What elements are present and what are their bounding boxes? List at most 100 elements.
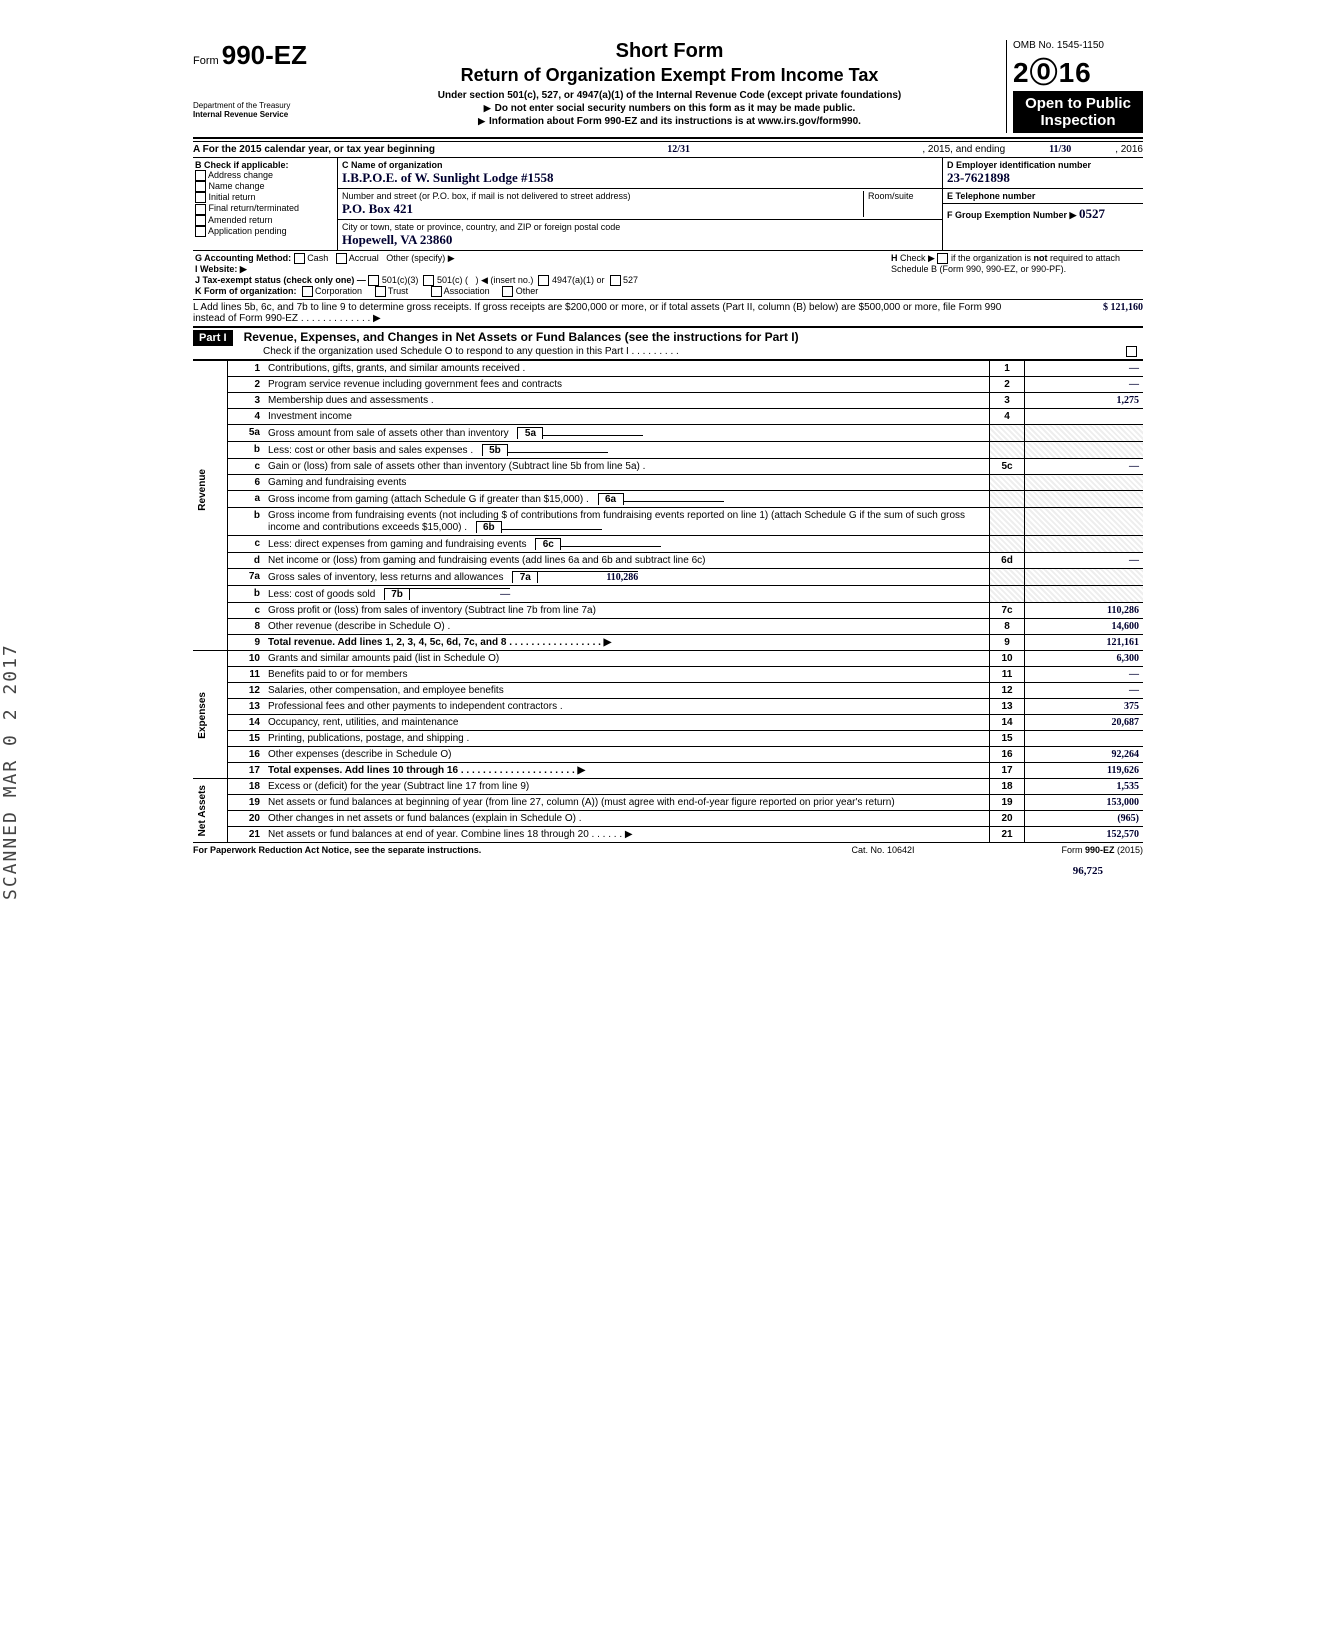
- addr-lbl: Number and street (or P.O. box, if mail …: [342, 191, 863, 201]
- a16[interactable]: 92,264: [1025, 747, 1144, 763]
- ein-val[interactable]: 23-7621898: [947, 170, 1139, 186]
- ib6b: 6b: [476, 521, 502, 533]
- n6b: b: [228, 508, 265, 536]
- signature-amount: 96,725: [193, 855, 1143, 877]
- line-l-amt[interactable]: $ 121,160: [1013, 302, 1143, 324]
- a12[interactable]: —: [1025, 683, 1144, 699]
- lbl-final: Final return/terminated: [209, 203, 300, 213]
- chk-schedB[interactable]: [937, 253, 948, 264]
- rs-lbl: Room/suite: [868, 191, 938, 201]
- chk-schedO[interactable]: [1126, 346, 1137, 357]
- t18: Excess or (deficit) for the year (Subtra…: [264, 779, 990, 795]
- t10: Grants and similar amounts paid (list in…: [264, 651, 990, 667]
- chk-501c[interactable]: [423, 275, 434, 286]
- iv6b[interactable]: [502, 529, 602, 530]
- chk-final[interactable]: [195, 204, 206, 215]
- org-name-val[interactable]: I.B.P.O.E. of W. Sunlight Lodge #1558: [342, 170, 938, 186]
- col-c: C Name of organization I.B.P.O.E. of W. …: [338, 158, 942, 250]
- t3: Membership dues and assessments .: [264, 393, 990, 409]
- chk-initial[interactable]: [195, 192, 206, 203]
- b17: 17: [990, 763, 1025, 779]
- chk-assoc[interactable]: [431, 286, 442, 297]
- note-ssn: Do not enter social security numbers on …: [333, 103, 1006, 114]
- a2[interactable]: —: [1025, 377, 1144, 393]
- iv7b[interactable]: —: [410, 588, 510, 600]
- a4[interactable]: [1025, 409, 1144, 425]
- footer-right: Form 990-EZ (2015): [983, 845, 1143, 855]
- n6c: c: [228, 536, 265, 553]
- a17[interactable]: 119,626: [1025, 763, 1144, 779]
- side-expenses: Expenses: [193, 651, 228, 779]
- a7c[interactable]: 110,286: [1025, 603, 1144, 619]
- ib6c: 6c: [535, 538, 561, 550]
- t16: Other expenses (describe in Schedule O): [264, 747, 990, 763]
- chk-4947[interactable]: [538, 275, 549, 286]
- n7c: c: [228, 603, 265, 619]
- group-exempt-val[interactable]: 0527: [1079, 206, 1105, 221]
- line-a-tail: , 2016: [1115, 144, 1143, 155]
- a21[interactable]: 152,570: [1025, 827, 1144, 843]
- a14[interactable]: 20,687: [1025, 715, 1144, 731]
- t19: Net assets or fund balances at beginning…: [264, 795, 990, 811]
- b5a-shade: [990, 425, 1025, 442]
- a6d[interactable]: —: [1025, 553, 1144, 569]
- a1[interactable]: —: [1025, 361, 1144, 377]
- t15: Printing, publications, postage, and shi…: [264, 731, 990, 747]
- chk-pending[interactable]: [195, 226, 206, 237]
- lbl-assoc: Association: [444, 286, 490, 296]
- financial-table: Revenue 1 Contributions, gifts, grants, …: [193, 360, 1143, 842]
- lbl-address: Address change: [208, 170, 273, 180]
- n12: 12: [228, 683, 265, 699]
- t6c: Less: direct expenses from gaming and fu…: [264, 536, 990, 553]
- a19[interactable]: 153,000: [1025, 795, 1144, 811]
- iv7a[interactable]: 110,286: [538, 571, 638, 583]
- a18[interactable]: 1,535: [1025, 779, 1144, 795]
- chk-trust[interactable]: [375, 286, 386, 297]
- a8[interactable]: 14,600: [1025, 619, 1144, 635]
- city-val[interactable]: Hopewell, VA 23860: [342, 232, 938, 248]
- iv5b[interactable]: [508, 452, 608, 453]
- n7b: b: [228, 586, 265, 603]
- n1: 1: [228, 361, 265, 377]
- chk-address[interactable]: [195, 170, 206, 181]
- block-bcdef: B Check if applicable: Address change Na…: [193, 158, 1143, 251]
- addr-val[interactable]: P.O. Box 421: [342, 201, 863, 217]
- a9[interactable]: 121,161: [1025, 635, 1144, 651]
- chk-name[interactable]: [195, 181, 206, 192]
- line-l: L Add lines 5b, 6c, and 7b to line 9 to …: [193, 300, 1143, 327]
- a6c-shade: [1025, 536, 1144, 553]
- n5c: c: [228, 459, 265, 475]
- a13[interactable]: 375: [1025, 699, 1144, 715]
- chk-corp[interactable]: [302, 286, 313, 297]
- t5b: Less: cost or other basis and sales expe…: [264, 442, 990, 459]
- a20[interactable]: (965): [1025, 811, 1144, 827]
- chk-cash[interactable]: [294, 253, 305, 264]
- a10[interactable]: 6,300: [1025, 651, 1144, 667]
- iv6c[interactable]: [561, 546, 661, 547]
- iv6a[interactable]: [624, 501, 724, 502]
- end-date[interactable]: 11/30: [1005, 144, 1115, 155]
- part1-title: Revenue, Expenses, and Changes in Net As…: [236, 330, 799, 344]
- a3[interactable]: 1,275: [1025, 393, 1144, 409]
- chk-accrual[interactable]: [336, 253, 347, 264]
- j-lbl: J Tax-exempt status (check only one) —: [195, 275, 366, 285]
- chk-other-org[interactable]: [502, 286, 513, 297]
- iv5a[interactable]: [543, 435, 643, 436]
- lbl-accrual: Accrual: [349, 253, 379, 263]
- begin-date[interactable]: 12/31: [435, 144, 922, 155]
- city-lbl: City or town, state or province, country…: [342, 222, 938, 232]
- b21: 21: [990, 827, 1025, 843]
- ib5a: 5a: [517, 427, 543, 439]
- chk-amended[interactable]: [195, 215, 206, 226]
- a6-shade: [1025, 475, 1144, 491]
- a11[interactable]: —: [1025, 667, 1144, 683]
- a5c[interactable]: —: [1025, 459, 1144, 475]
- a15[interactable]: [1025, 731, 1144, 747]
- line-a-mid: , 2015, and ending: [922, 144, 1005, 155]
- form-number: 990-EZ: [222, 40, 307, 70]
- lbl-501c-insert: ) ◀ (insert no.): [476, 275, 534, 285]
- n6: 6: [228, 475, 265, 491]
- chk-501c3[interactable]: [368, 275, 379, 286]
- n2: 2: [228, 377, 265, 393]
- chk-527[interactable]: [610, 275, 621, 286]
